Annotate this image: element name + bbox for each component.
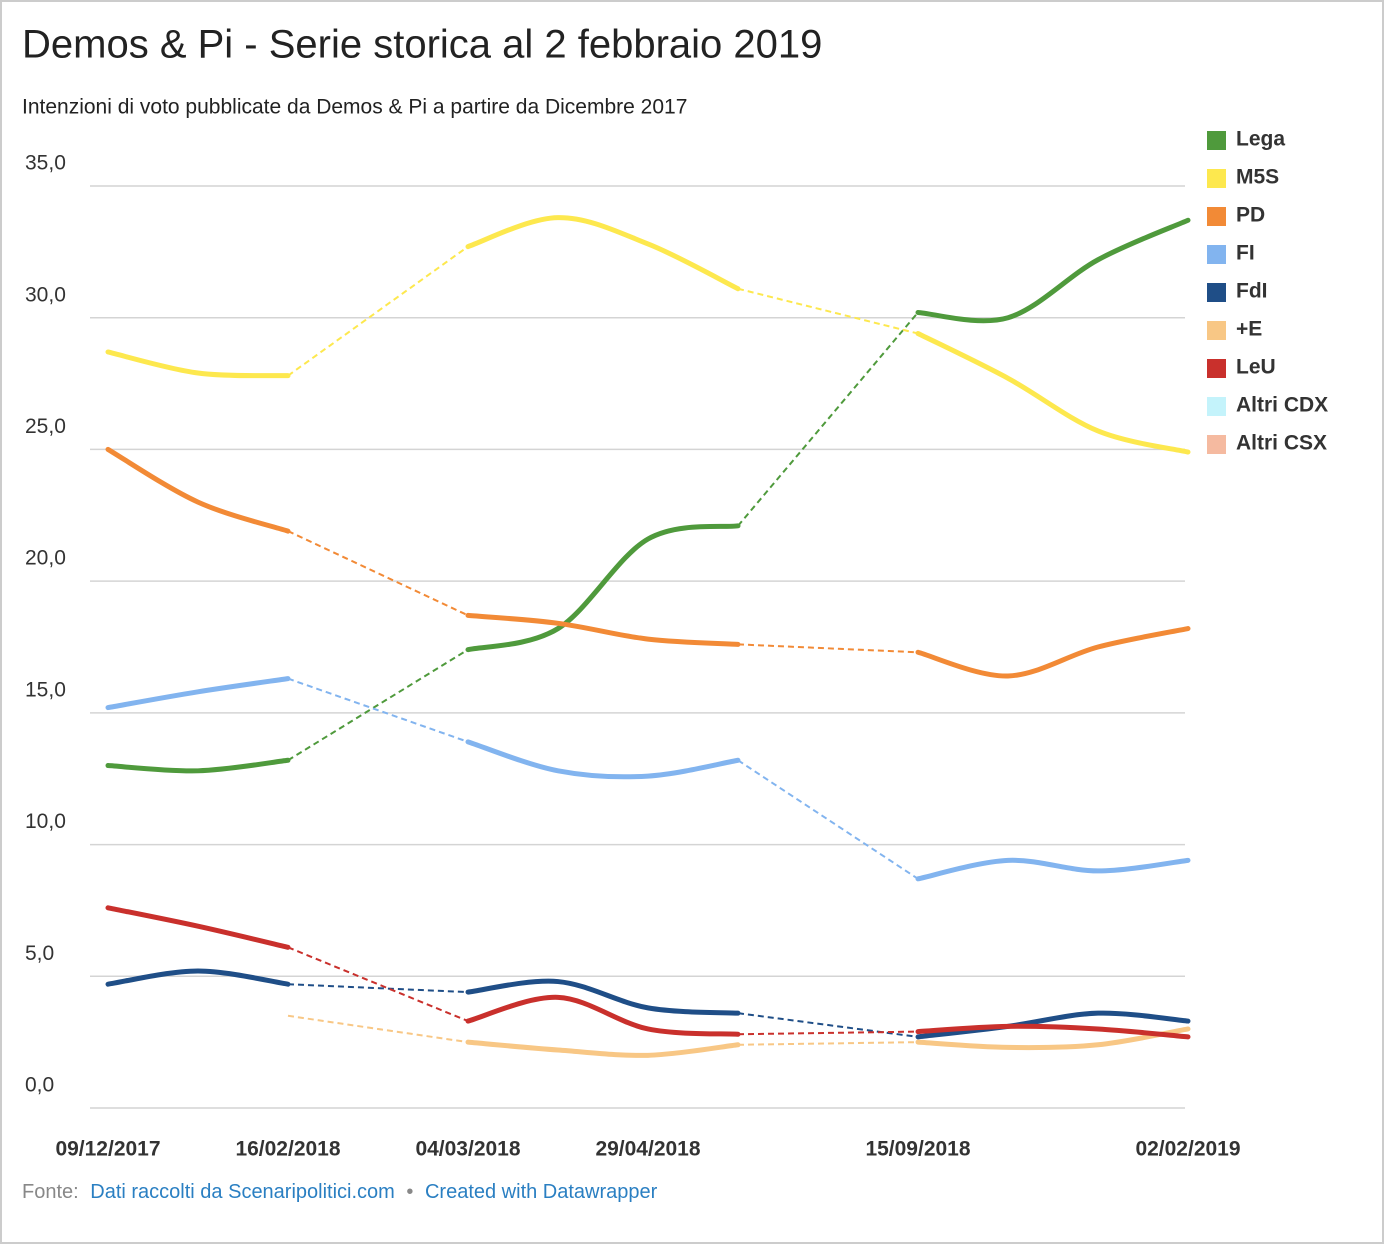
gap-connector xyxy=(737,287,919,335)
legend-swatch xyxy=(1207,207,1226,226)
y-tick-label: 25,0 xyxy=(25,415,66,438)
legend-swatch xyxy=(1207,131,1226,150)
gap-connector xyxy=(287,1014,469,1044)
legend-swatch xyxy=(1207,245,1226,264)
source-separator: • xyxy=(406,1181,413,1203)
legend-label: Altri CDX xyxy=(1236,394,1328,417)
chart-subtitle: Intenzioni di voto pubblicate da Demos &… xyxy=(22,96,687,119)
gap-connector xyxy=(287,677,469,743)
chart-title: Demos & Pi - Serie storica al 2 febbraio… xyxy=(22,23,822,67)
legend-label: +E xyxy=(1236,318,1262,341)
y-tick-label: 35,0 xyxy=(25,152,66,175)
source-link[interactable]: Dati raccolti da Scenaripolitici.com xyxy=(90,1181,395,1203)
y-tick-label: 20,0 xyxy=(25,547,66,570)
y-tick-label: 30,0 xyxy=(25,283,66,306)
gap-connector xyxy=(287,530,469,617)
x-tick-label: 15/09/2018 xyxy=(865,1138,970,1161)
gap-connector xyxy=(737,311,919,527)
legend-label: PD xyxy=(1236,204,1265,227)
series-line xyxy=(105,905,1191,1040)
x-tick-label: 04/03/2018 xyxy=(415,1138,520,1161)
gap-connector xyxy=(287,946,469,1022)
legend-swatch xyxy=(1207,169,1226,188)
legend-label: M5S xyxy=(1236,166,1279,189)
legend-swatch xyxy=(1207,359,1226,378)
y-tick-label: 10,0 xyxy=(25,810,66,833)
legend-swatch xyxy=(1207,283,1226,302)
series-line xyxy=(105,968,1191,1040)
legend-label: FdI xyxy=(1236,280,1268,303)
legend-swatch xyxy=(1207,321,1226,340)
gap-connector xyxy=(287,245,469,377)
legend-swatch xyxy=(1207,435,1226,454)
legend-label: FI xyxy=(1236,242,1255,265)
legend-label: LeU xyxy=(1236,356,1276,379)
x-tick-label: 09/12/2017 xyxy=(55,1138,160,1161)
source-prefix: Fonte: xyxy=(22,1181,79,1203)
series-line xyxy=(105,446,1191,679)
series-line xyxy=(105,217,1191,774)
gap-connector xyxy=(287,983,469,994)
y-tick-label: 15,0 xyxy=(25,678,66,701)
gap-connector xyxy=(287,648,469,762)
gap-connector xyxy=(737,759,919,880)
legend-label: Altri CSX xyxy=(1236,432,1327,455)
x-tick-label: 02/02/2019 xyxy=(1135,1138,1240,1161)
legend-swatch xyxy=(1207,397,1226,416)
credit-link[interactable]: Created with Datawrapper xyxy=(425,1181,658,1203)
gap-connector xyxy=(737,1030,919,1036)
legend-label: Lega xyxy=(1236,128,1285,151)
y-tick-label: 5,0 xyxy=(25,942,54,965)
x-tick-label: 29/04/2018 xyxy=(595,1138,700,1161)
series-line xyxy=(105,215,1191,455)
gap-connector xyxy=(737,643,919,654)
series-line xyxy=(465,1026,1191,1058)
x-tick-label: 16/02/2018 xyxy=(235,1138,340,1161)
source: Fonte: Dati raccolti da Scenaripolitici.… xyxy=(22,1181,658,1203)
y-tick-label: 0,0 xyxy=(25,1074,54,1097)
gap-connector xyxy=(737,1041,919,1046)
series-line xyxy=(105,676,1191,882)
